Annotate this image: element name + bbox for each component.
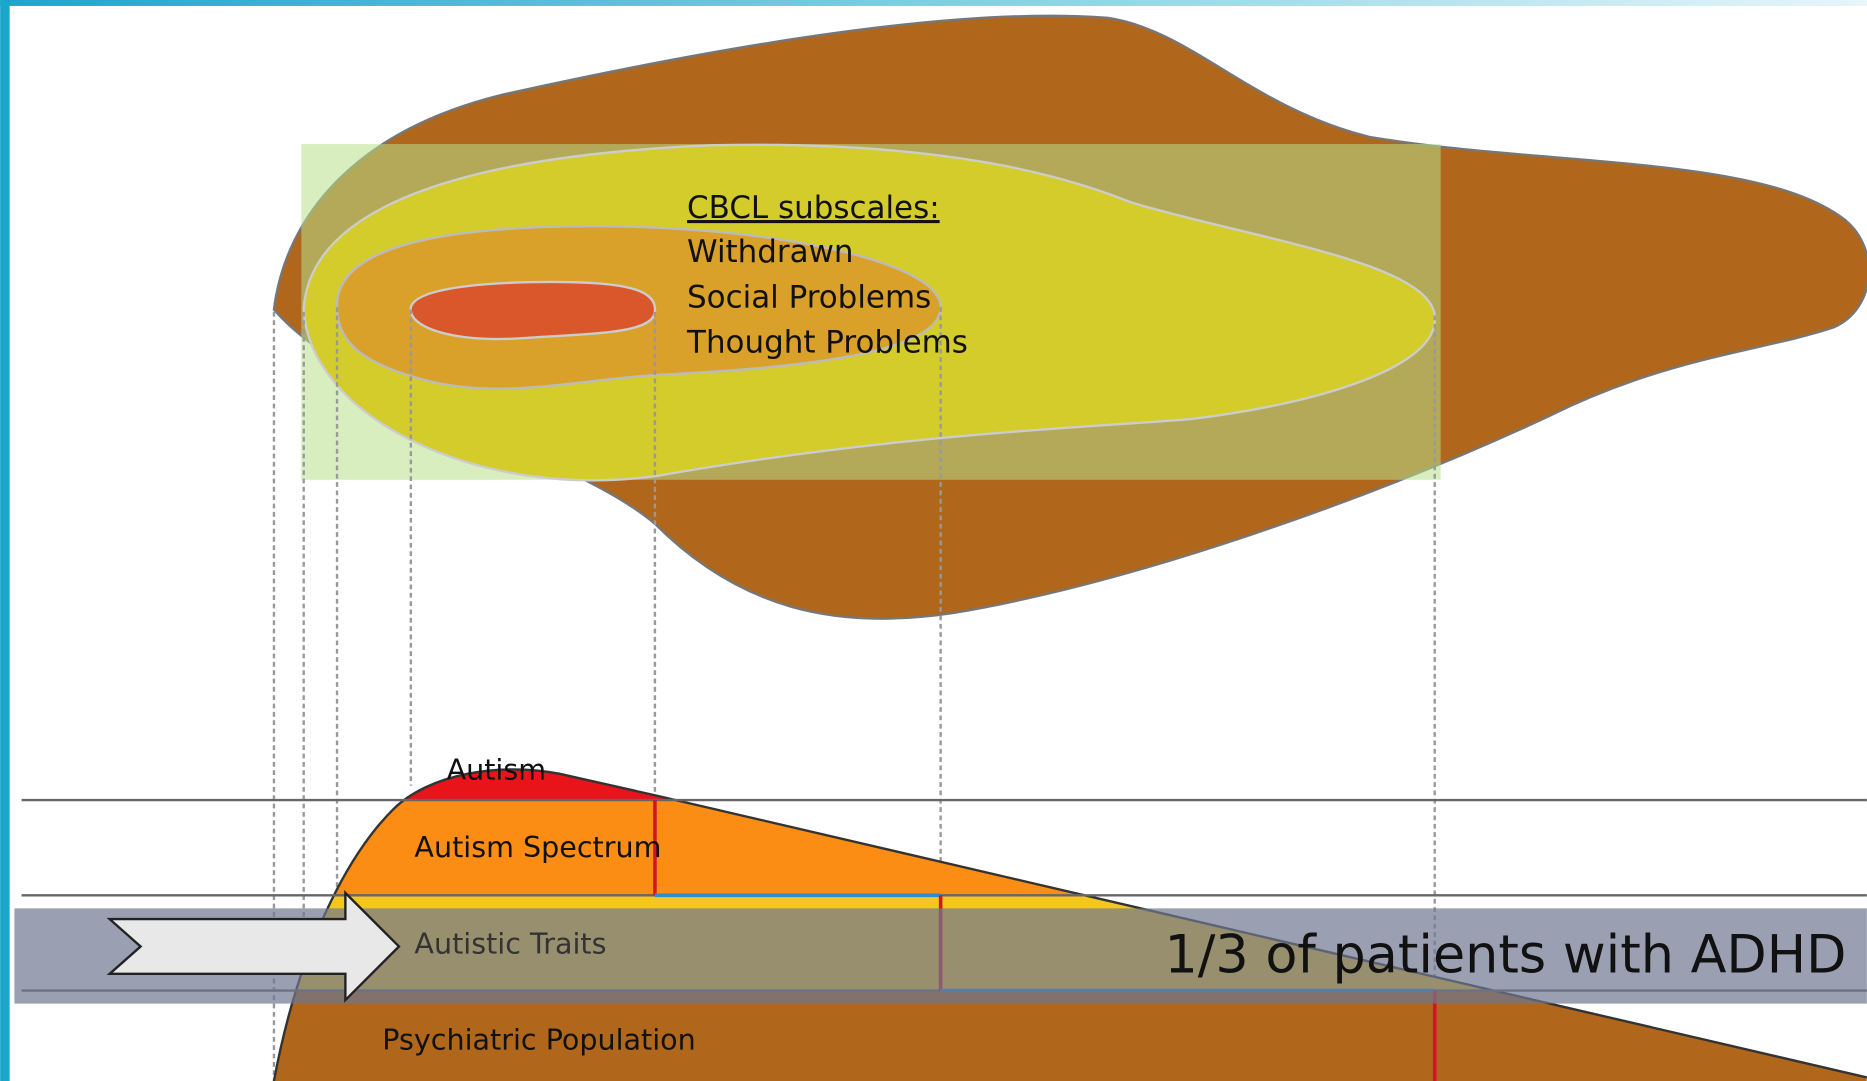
callout: 1/3 of patients with ADHD [1164,924,1846,985]
arrow [106,890,401,1003]
layer-label: Autism [447,752,546,786]
cbcl-heading: CBCL subscales: [687,190,940,226]
distribution [273,769,1867,1081]
left-bar [0,0,10,1081]
ellipse-autism [409,280,657,341]
layer-label: Autism Spectrum [414,830,661,864]
cbcl-item: Social Problems [687,279,931,315]
cbcl-item: Withdrawn [687,234,853,270]
layer-label: Psychiatric Population [382,1023,695,1057]
top-bar [0,0,1867,6]
layer-label: Autistic Traits [414,926,606,960]
cbcl-item: Thought Problems [686,325,968,361]
